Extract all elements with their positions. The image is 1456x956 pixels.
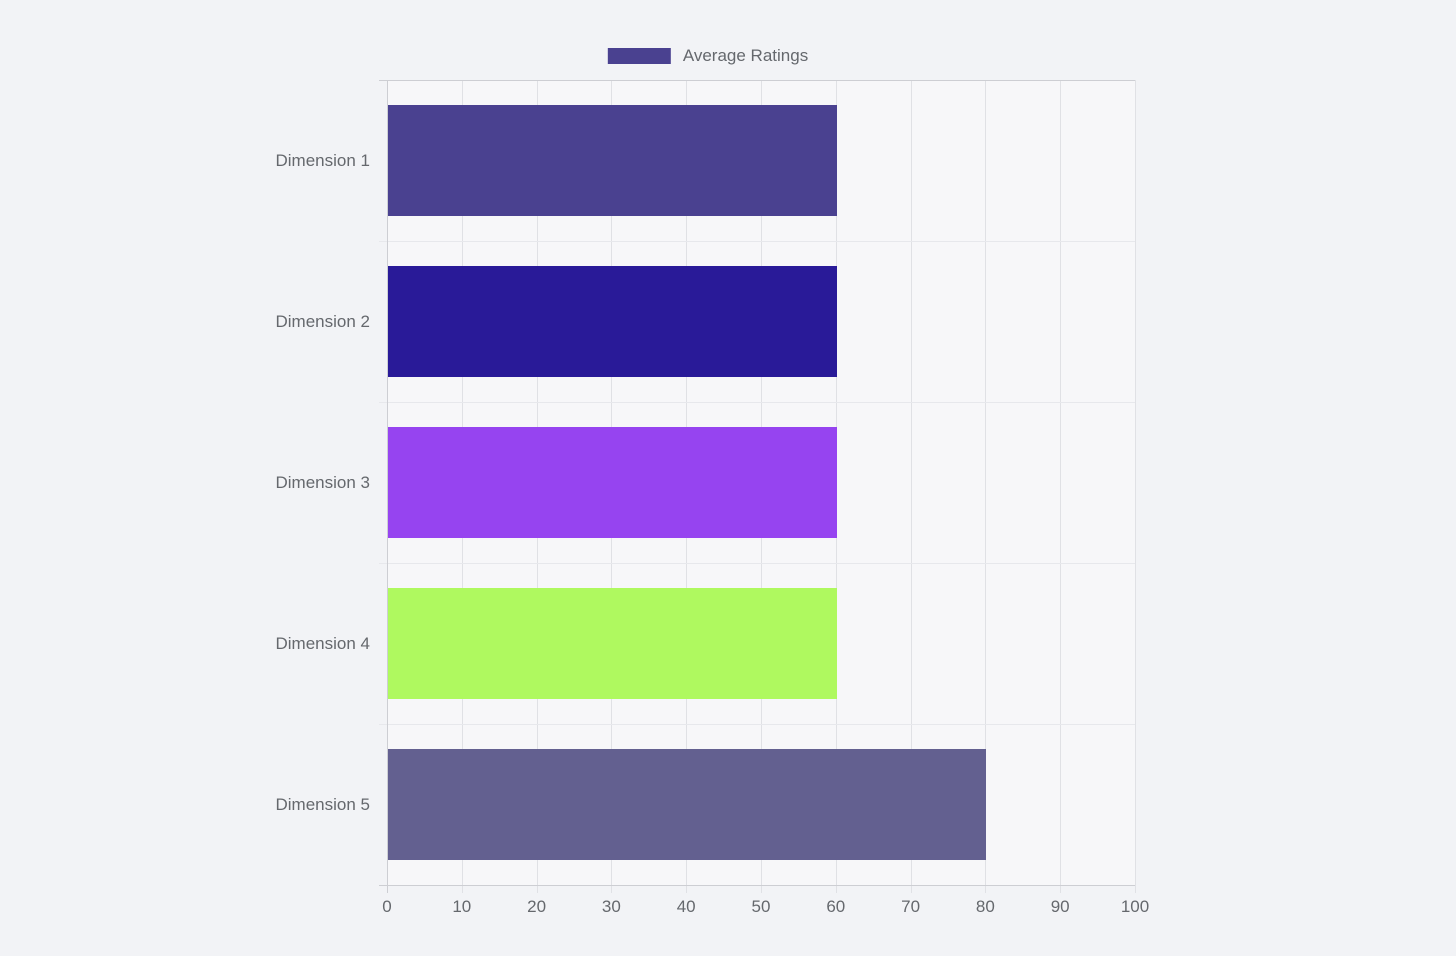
x-axis-tick-labels: 0 10 20 30 40 50 60 70 80 90 100 (0, 897, 1456, 921)
y-axis-label-2: Dimension 2 (275, 311, 371, 331)
gridline-x-90 (1060, 80, 1062, 893)
x-tick-label-50: 50 (751, 897, 771, 916)
y-axis-label-4: Dimension 4 (275, 633, 371, 653)
gridline-x-80 (985, 80, 987, 893)
x-tick-label-100: 100 (1120, 897, 1150, 916)
x-tick-label-20: 20 (527, 897, 547, 916)
gridline-y-2 (379, 402, 1135, 403)
x-tick-label-0: 0 (382, 897, 392, 916)
legend-swatch (607, 48, 671, 64)
x-tick-label-30: 30 (601, 897, 621, 916)
x-tick-label-70: 70 (901, 897, 921, 916)
y-axis-labels: Dimension 1 Dimension 2 Dimension 3 Dimensi… (0, 80, 371, 885)
bar-dimension-3 (388, 427, 837, 538)
gridline-y-1 (379, 241, 1135, 242)
y-axis-label-5: Dimension 5 (275, 794, 371, 814)
x-tick-label-90: 90 (1050, 897, 1070, 916)
x-axis-line (379, 885, 1135, 886)
legend-item-average-ratings[interactable]: Average Ratings (607, 46, 809, 66)
legend-label: Average Ratings (682, 46, 809, 65)
x-tick-label-10: 10 (452, 897, 472, 916)
bar-dimension-5 (388, 749, 987, 860)
gridline-x-100 (1135, 80, 1136, 893)
x-tick-label-40: 40 (676, 897, 696, 916)
y-axis-label-3: Dimension 3 (275, 472, 371, 492)
y-axis-label-1: Dimension 1 (275, 150, 371, 170)
bar-dimension-2 (388, 266, 837, 377)
x-tick-label-60: 60 (826, 897, 846, 916)
bar-dimension-4 (388, 588, 837, 699)
x-tick-label-80: 80 (975, 897, 995, 916)
y-axis-line (387, 80, 388, 893)
plot-area (379, 80, 1136, 893)
gridline-x-70 (910, 80, 912, 893)
bar-dimension-1 (388, 105, 837, 216)
gridline-y-3 (379, 563, 1135, 564)
x-axis-top-border (379, 80, 1135, 81)
gridline-y-4 (379, 724, 1135, 725)
